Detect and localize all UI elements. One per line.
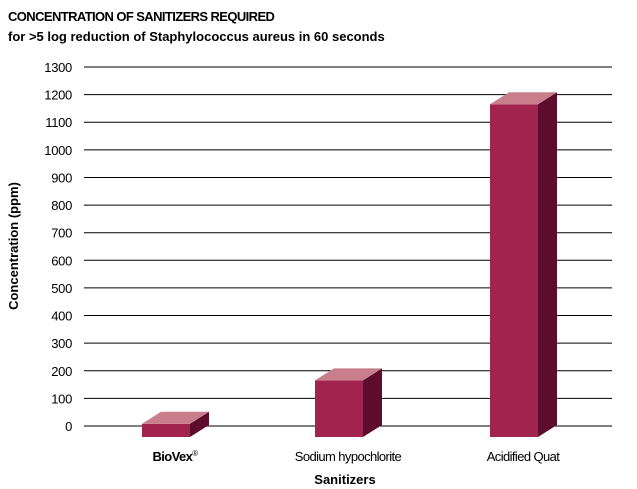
bar — [142, 411, 209, 437]
x-tick-label: Acidified Quat — [487, 449, 561, 464]
x-tick-label: Sodium hypochlorite — [295, 449, 402, 464]
bar-side — [538, 92, 557, 438]
y-tick-label: 1300 — [44, 60, 72, 75]
chart-subtitle: for >5 log reduction of Staphylococcus a… — [8, 29, 385, 44]
y-tick-label: 200 — [51, 364, 72, 379]
x-tick-labels: BioVex® Sodium hypochlorite Acidified Quat — [152, 449, 560, 464]
x-axis-title: Sanitizers — [314, 472, 375, 487]
y-tick-label: 1200 — [44, 88, 72, 103]
bar-front — [490, 104, 538, 438]
y-axis-title: Concentration (ppm) — [6, 182, 21, 310]
y-tick-label: 600 — [51, 253, 72, 268]
bars — [142, 92, 557, 438]
bar-front — [142, 423, 190, 437]
y-tick-label: 700 — [51, 226, 72, 241]
bar-top — [315, 368, 382, 381]
y-tick-label: 1000 — [44, 143, 72, 158]
bar-front — [315, 380, 363, 437]
bar-top — [490, 92, 557, 105]
y-tick-labels: 0 100 200 300 400 500 600 700 800 900 1000 1100 1200… — [44, 60, 72, 434]
y-tick-label: 900 — [51, 170, 72, 185]
y-tick-label: 300 — [51, 336, 72, 351]
y-tick-label: 1100 — [45, 115, 72, 130]
y-tick-label: 800 — [51, 198, 72, 213]
bar — [490, 92, 557, 438]
y-tick-label: 100 — [51, 391, 72, 406]
x-tick-label: BioVex® — [152, 449, 198, 464]
chart-title: CONCENTRATION OF SANITIZERS REQUIRED — [8, 9, 275, 24]
bar-top — [142, 411, 209, 424]
y-tick-label: 500 — [51, 281, 72, 296]
y-tick-label: 400 — [51, 309, 72, 324]
y-tick-label: 0 — [65, 419, 72, 434]
bar-side — [363, 368, 382, 437]
bar-side — [190, 411, 209, 437]
bar — [315, 368, 382, 437]
